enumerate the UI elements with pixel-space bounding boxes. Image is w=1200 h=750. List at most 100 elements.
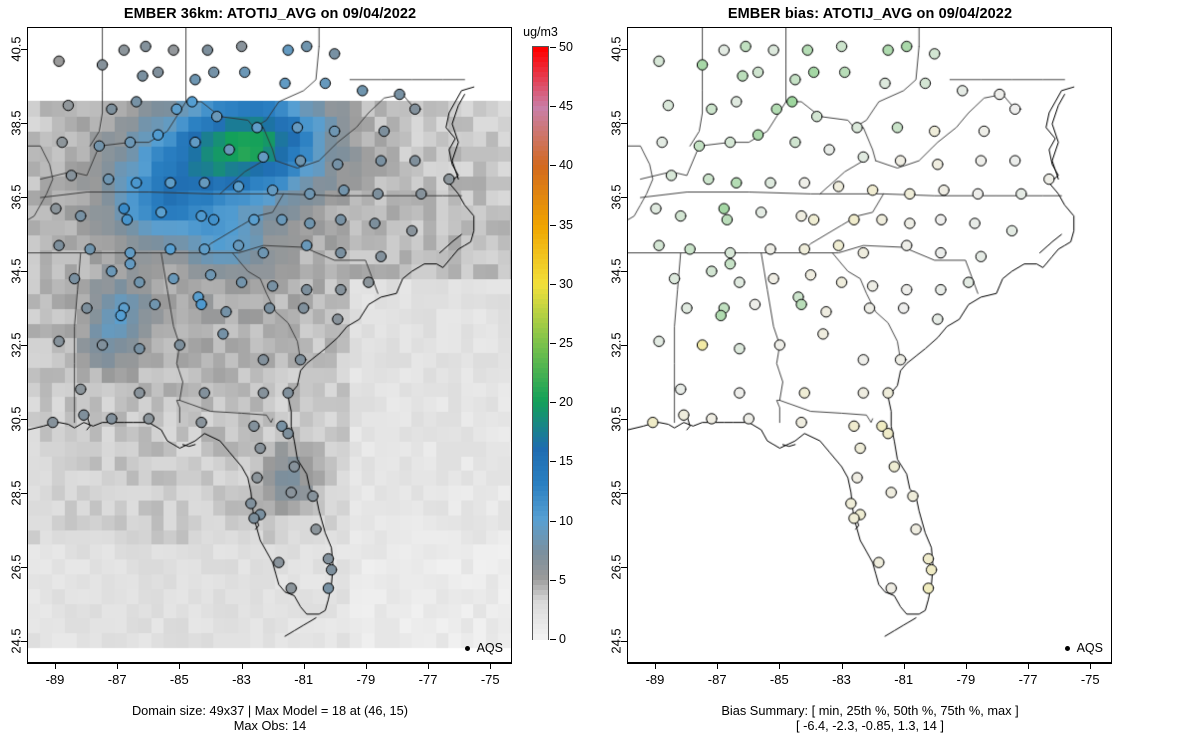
colorbar-segment bbox=[533, 308, 548, 315]
colorbar-tick bbox=[550, 106, 556, 108]
colorbar-segment bbox=[533, 150, 548, 157]
y-tick-label: 24.5 bbox=[8, 628, 24, 654]
colorbar-segment bbox=[533, 436, 548, 443]
colorbar-segment bbox=[533, 254, 548, 261]
panel-bias-plot-frame[interactable]: AQS bbox=[627, 27, 1112, 663]
x-tick bbox=[717, 663, 719, 669]
y-tick-label: 36.5 bbox=[8, 184, 24, 210]
x-tick bbox=[54, 663, 56, 669]
colorbar-segment bbox=[533, 145, 548, 152]
colorbar-segment bbox=[533, 71, 548, 78]
colorbar-segment bbox=[533, 323, 548, 330]
colorbar-segment bbox=[533, 204, 548, 211]
model-colorbar[interactable]: ug/m3 0 5 10 15 20 25 30 35 40 45 50 bbox=[523, 25, 573, 646]
x-tick-label: -81 bbox=[894, 672, 914, 687]
colorbar-segment bbox=[533, 170, 548, 177]
colorbar-segment bbox=[533, 347, 548, 354]
x-tick bbox=[654, 663, 656, 669]
colorbar-segment bbox=[533, 614, 548, 621]
colorbar-segment bbox=[533, 219, 548, 226]
panel-model-y-axis: 24.5 26.5 28.5 30.5 32.5 34.5 36.5 38.5 40.5 bbox=[9, 27, 28, 663]
colorbar-segment bbox=[533, 249, 548, 256]
colorbar-tick bbox=[550, 224, 556, 226]
x-tick-label: -85 bbox=[769, 672, 789, 687]
x-tick-label: -79 bbox=[956, 672, 976, 687]
colorbar-segment bbox=[533, 313, 548, 320]
colorbar-segment bbox=[533, 589, 548, 596]
colorbar-segment bbox=[533, 244, 548, 251]
colorbar-segment bbox=[533, 96, 548, 103]
colorbar-segment bbox=[533, 609, 548, 616]
colorbar-segment bbox=[533, 47, 548, 53]
colorbar-segment bbox=[533, 180, 548, 187]
colorbar-tick bbox=[550, 47, 556, 48]
colorbar-tick-label: 20 bbox=[559, 395, 573, 410]
colorbar-tick bbox=[550, 343, 556, 344]
colorbar-segment bbox=[533, 140, 548, 147]
colorbar-segment bbox=[533, 338, 548, 345]
colorbar-segment bbox=[533, 619, 548, 626]
y-tick-label: 26.5 bbox=[608, 554, 624, 580]
y-tick bbox=[621, 345, 627, 346]
y-tick-label: 24.5 bbox=[608, 628, 624, 654]
y-tick-label: 40.5 bbox=[608, 36, 624, 62]
colorbar-segment bbox=[533, 634, 548, 641]
panel-bias-title: EMBER bias: ATOTIJ_AVG on 09/04/2022 bbox=[727, 6, 1013, 22]
colorbar-tick bbox=[550, 520, 556, 522]
model-map-canvas[interactable] bbox=[28, 28, 511, 662]
colorbar-segment bbox=[533, 495, 548, 502]
y-tick bbox=[21, 640, 27, 642]
colorbar-segment bbox=[533, 540, 548, 547]
y-tick bbox=[621, 418, 627, 420]
aqs-marker-icon bbox=[1064, 645, 1070, 651]
y-tick-label: 26.5 bbox=[8, 554, 24, 580]
panel-bias-y-axis: 24.5 26.5 28.5 30.5 32.5 34.5 36.5 38.5 40.5 bbox=[609, 27, 628, 663]
y-tick bbox=[621, 492, 627, 494]
panel-model-legend: AQS bbox=[464, 641, 503, 655]
panel-bias-legend: AQS bbox=[1064, 641, 1103, 655]
colorbar-segment bbox=[533, 66, 548, 73]
y-tick-label: 32.5 bbox=[608, 332, 624, 358]
colorbar-segment bbox=[533, 545, 548, 552]
colorbar-segment bbox=[533, 303, 548, 310]
colorbar-segment bbox=[533, 372, 548, 379]
colorbar-segment bbox=[533, 594, 548, 601]
y-tick-label: 38.5 bbox=[8, 110, 24, 136]
x-tick bbox=[903, 663, 905, 669]
y-tick bbox=[621, 197, 627, 199]
y-tick-label: 34.5 bbox=[608, 258, 624, 284]
colorbar-tick bbox=[550, 165, 556, 167]
colorbar-segment bbox=[533, 224, 548, 231]
panel-model-plot-frame[interactable]: AQS bbox=[27, 27, 512, 663]
colorbar-segment bbox=[533, 456, 548, 463]
colorbar-segment bbox=[533, 629, 548, 636]
colorbar-segment bbox=[533, 111, 548, 118]
colorbar-tick-label: 10 bbox=[559, 513, 573, 528]
y-tick-label: 40.5 bbox=[8, 36, 24, 62]
colorbar-segment bbox=[533, 283, 548, 290]
bias-map-canvas[interactable] bbox=[628, 28, 1111, 662]
colorbar-segment bbox=[533, 604, 548, 611]
colorbar-segment bbox=[533, 426, 548, 433]
colorbar-tick bbox=[550, 402, 556, 404]
colorbar-tick-label: 35 bbox=[559, 217, 573, 232]
colorbar-segment bbox=[533, 505, 548, 512]
colorbar-tick-label: 5 bbox=[559, 572, 566, 587]
colorbar-segment bbox=[533, 293, 548, 300]
colorbar-segment bbox=[533, 125, 548, 132]
colorbar-segment bbox=[533, 402, 548, 409]
colorbar-segment bbox=[533, 76, 548, 83]
x-tick-label: -81 bbox=[294, 672, 314, 687]
y-tick-label: 28.5 bbox=[8, 480, 24, 506]
colorbar-segment bbox=[533, 510, 548, 517]
colorbar-segment bbox=[533, 234, 548, 241]
y-tick bbox=[21, 566, 27, 568]
y-tick-label: 34.5 bbox=[8, 258, 24, 284]
colorbar-tick-label: 30 bbox=[559, 276, 573, 291]
y-tick bbox=[621, 271, 627, 273]
x-tick bbox=[365, 663, 367, 669]
colorbar-segment bbox=[533, 328, 548, 335]
colorbar-segment bbox=[533, 61, 548, 68]
y-tick bbox=[21, 197, 27, 199]
